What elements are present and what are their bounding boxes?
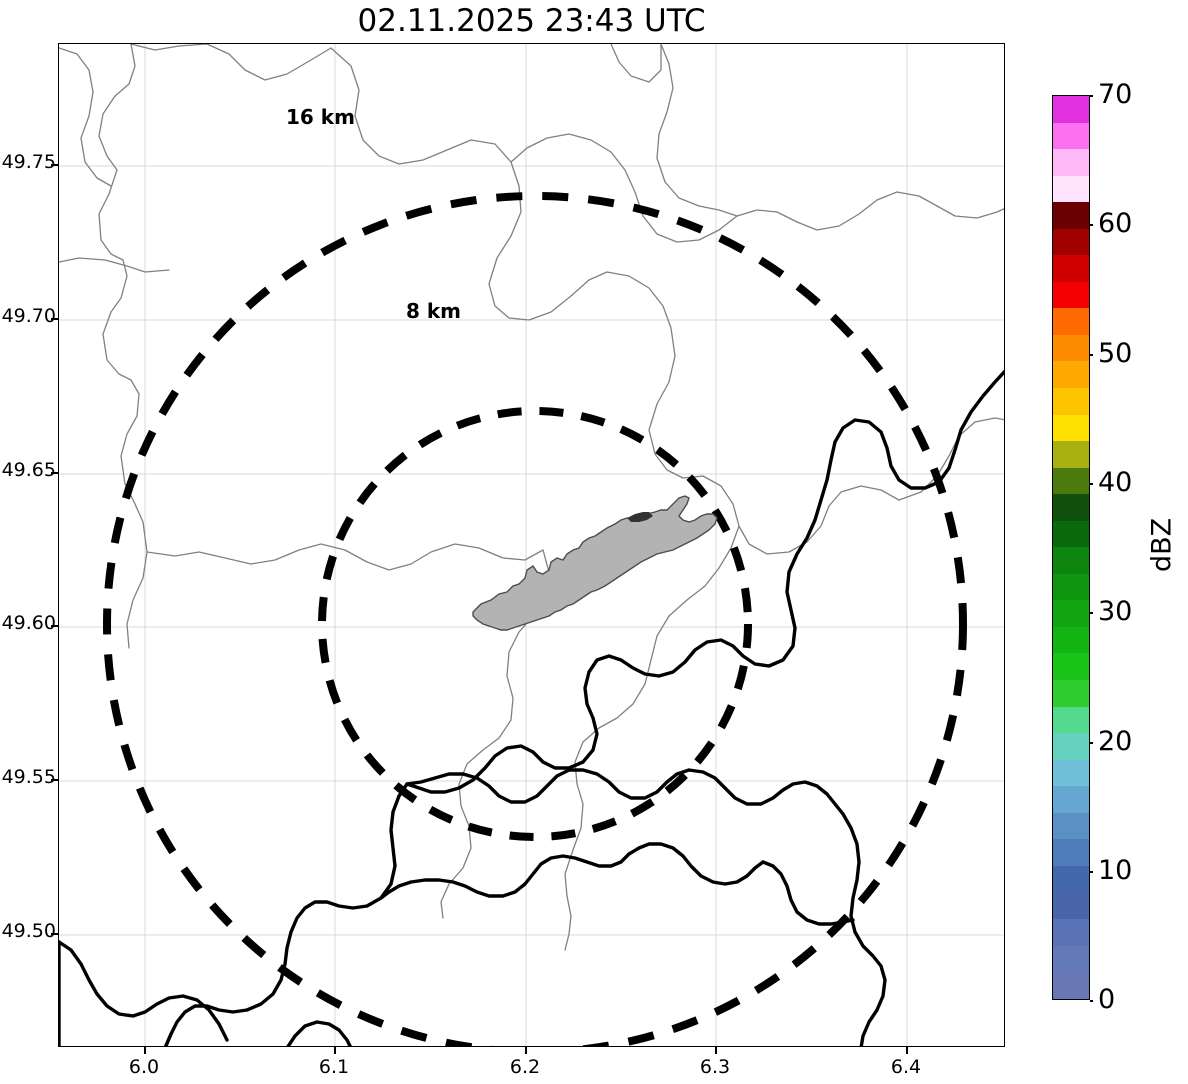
colorbar-band	[1053, 626, 1089, 654]
x-tick-mark	[334, 1047, 336, 1054]
colorbar-tick-label: 20	[1098, 726, 1133, 757]
colorbar-band	[1053, 281, 1089, 309]
colorbar-title: dBZ	[1146, 517, 1178, 573]
colorbar-tick	[1090, 483, 1093, 485]
y-tick-label: 49.75	[1, 151, 56, 173]
colorbar-tick-label: 10	[1098, 855, 1133, 886]
country-borders	[59, 369, 1004, 1046]
x-tick-label: 6.1	[318, 1056, 350, 1078]
colorbar-band	[1053, 706, 1089, 734]
colorbar-tick-label: 70	[1098, 79, 1133, 110]
x-tick-label: 6.3	[699, 1056, 731, 1078]
colorbar-band	[1053, 918, 1089, 946]
range-ring-8km	[318, 407, 752, 841]
colorbar-band	[1053, 414, 1089, 442]
colorbar-band	[1053, 573, 1089, 601]
colorbar-tick	[1090, 1000, 1093, 1002]
colorbar-tick	[1090, 742, 1093, 744]
colorbar-band	[1053, 175, 1089, 203]
map-canvas	[59, 44, 1004, 1046]
range-ring-label-8km: 8 km	[406, 299, 462, 323]
city-inner-detail	[627, 512, 653, 522]
colorbar-tick-label: 30	[1098, 596, 1133, 627]
colorbar-band	[1053, 972, 1089, 999]
colorbar-band	[1053, 786, 1089, 813]
colorbar-tick	[1090, 224, 1093, 226]
gridlines	[59, 44, 1004, 1046]
colorbar-tick	[1090, 612, 1093, 614]
admin-boundaries	[59, 44, 1004, 951]
y-tick-mark	[51, 318, 58, 320]
x-tick-label: 6.0	[128, 1056, 160, 1078]
range-ring-label-16km: 16 km	[286, 105, 355, 129]
colorbar-band	[1053, 202, 1089, 229]
colorbar-band	[1053, 149, 1089, 176]
range-rings	[103, 192, 967, 1046]
colorbar-tick-label: 40	[1098, 467, 1133, 498]
colorbar-tick-label: 0	[1098, 984, 1116, 1015]
y-tick-label: 49.55	[1, 766, 56, 788]
y-tick-mark	[51, 779, 58, 781]
colorbar-tick	[1090, 871, 1093, 873]
colorbar-band	[1053, 839, 1089, 866]
colorbar-band	[1053, 308, 1089, 335]
colorbar-band	[1053, 494, 1089, 521]
colorbar-band	[1053, 441, 1089, 468]
colorbar-band	[1053, 467, 1089, 495]
x-tick-mark	[525, 1047, 527, 1054]
y-tick-label: 49.65	[1, 459, 56, 481]
x-tick-mark	[715, 1047, 717, 1054]
colorbar-band	[1053, 733, 1089, 760]
y-tick-mark	[51, 164, 58, 166]
y-tick-mark	[51, 625, 58, 627]
colorbar-band	[1053, 255, 1089, 282]
city-polygon	[472, 495, 718, 631]
y-tick-label: 49.60	[1, 612, 56, 634]
x-tick-label: 6.4	[890, 1056, 922, 1078]
colorbar-band	[1053, 812, 1089, 840]
y-tick-label: 49.50	[1, 920, 56, 942]
figure-title: 02.11.2025 23:43 UTC	[357, 3, 706, 39]
colorbar-band	[1053, 334, 1089, 362]
colorbar-band	[1053, 680, 1089, 707]
x-tick-label: 6.2	[509, 1056, 541, 1078]
colorbar-band	[1053, 361, 1089, 389]
x-tick-mark	[144, 1047, 146, 1054]
colorbar-tick-label: 60	[1098, 208, 1133, 239]
colorbar-band	[1053, 600, 1089, 627]
colorbar-band	[1053, 520, 1089, 548]
colorbar-band	[1053, 122, 1089, 150]
map-plot-area[interactable]	[58, 43, 1005, 1047]
colorbar-band	[1053, 892, 1089, 919]
colorbar[interactable]	[1052, 95, 1090, 1000]
y-tick-mark	[51, 472, 58, 474]
colorbar-band	[1053, 759, 1089, 787]
y-tick-label: 49.70	[1, 305, 56, 327]
colorbar-band	[1053, 96, 1089, 123]
colorbar-band	[1053, 945, 1089, 973]
colorbar-band	[1053, 228, 1089, 256]
range-ring-16km	[103, 192, 967, 1046]
x-tick-mark	[906, 1047, 908, 1054]
y-tick-mark	[51, 933, 58, 935]
colorbar-tick-label: 50	[1098, 338, 1133, 369]
colorbar-tick	[1090, 95, 1093, 97]
colorbar-band	[1053, 547, 1089, 574]
colorbar-tick	[1090, 354, 1093, 356]
colorbar-band	[1053, 865, 1089, 893]
colorbar-band	[1053, 388, 1089, 415]
colorbar-band	[1053, 653, 1089, 681]
